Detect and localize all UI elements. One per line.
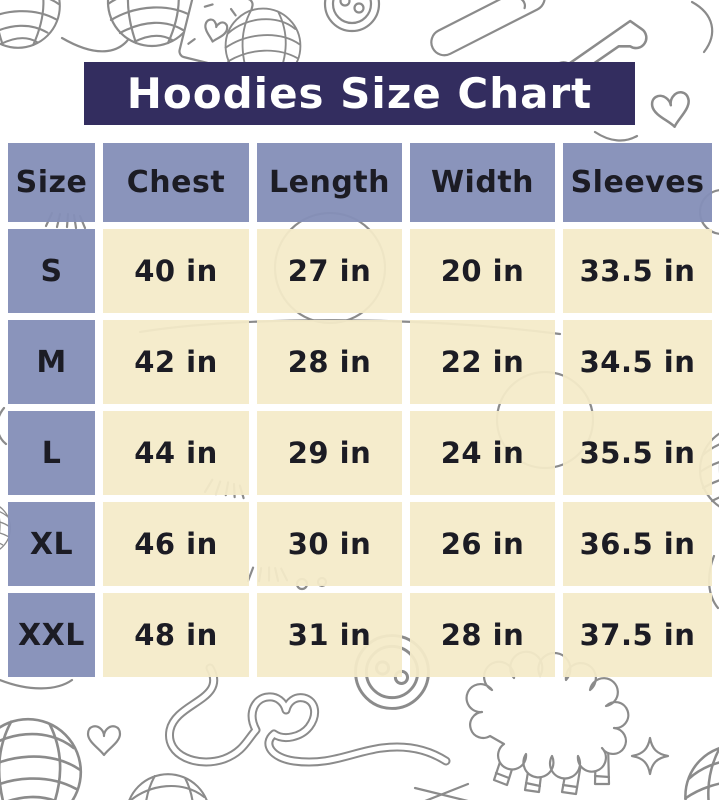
sparkle-icon bbox=[630, 736, 670, 776]
title-banner: Hoodies Size Chart bbox=[84, 62, 635, 125]
row-l-length-cell: 29 in bbox=[257, 411, 402, 495]
curve-doodle bbox=[690, 0, 714, 54]
heart-icon bbox=[649, 89, 694, 132]
row-xl-sleeves-cell: 36.5 in bbox=[563, 502, 712, 586]
row-xl-size-cell: XL bbox=[8, 502, 95, 586]
row-xxl-sleeves-cell: 37.5 in bbox=[563, 593, 712, 677]
row-xxl-width-cell: 28 in bbox=[410, 593, 555, 677]
crochet-hook-icon bbox=[425, 0, 551, 61]
needle-tip-doodle bbox=[0, 678, 74, 690]
column-header-chest: Chest bbox=[103, 143, 249, 222]
row-m-size-cell: M bbox=[8, 320, 95, 404]
row-m-chest-cell: 42 in bbox=[103, 320, 249, 404]
row-m-width-cell: 22 in bbox=[410, 320, 555, 404]
row-l-width-cell: 24 in bbox=[410, 411, 555, 495]
yarn-ball-icon bbox=[0, 717, 83, 800]
heart-icon bbox=[86, 725, 122, 757]
row-s-chest-cell: 40 in bbox=[103, 229, 249, 313]
column-header-size: Size bbox=[8, 143, 95, 222]
row-xxl-chest-cell: 48 in bbox=[103, 593, 249, 677]
sheep-icon bbox=[465, 650, 630, 796]
yarn-strand-heart-icon bbox=[165, 663, 451, 767]
row-s-size-cell: S bbox=[8, 229, 95, 313]
row-xl-length-cell: 30 in bbox=[257, 502, 402, 586]
column-header-sleeves: Sleeves bbox=[563, 143, 712, 222]
row-xl-chest-cell: 46 in bbox=[103, 502, 249, 586]
yarn-ball-icon bbox=[684, 744, 719, 800]
row-s-width-cell: 20 in bbox=[410, 229, 555, 313]
row-m-length-cell: 28 in bbox=[257, 320, 402, 404]
size-chart-table: Size Chest Length Width Sleeves S 40 in … bbox=[8, 143, 712, 677]
row-xl-width-cell: 26 in bbox=[410, 502, 555, 586]
yarn-ball-icon bbox=[0, 0, 61, 49]
row-s-sleeves-cell: 33.5 in bbox=[563, 229, 712, 313]
row-s-length-cell: 27 in bbox=[257, 229, 402, 313]
yarn-ball-icon bbox=[125, 773, 211, 800]
row-l-sleeves-cell: 35.5 in bbox=[563, 411, 712, 495]
row-l-size-cell: L bbox=[8, 411, 95, 495]
row-xxl-size-cell: XXL bbox=[8, 593, 95, 677]
column-header-width: Width bbox=[410, 143, 555, 222]
row-l-chest-cell: 44 in bbox=[103, 411, 249, 495]
column-header-length: Length bbox=[257, 143, 402, 222]
yarn-tail-icon bbox=[60, 32, 134, 53]
row-xxl-length-cell: 31 in bbox=[257, 593, 402, 677]
curve-doodle bbox=[593, 130, 639, 142]
row-m-sleeves-cell: 34.5 in bbox=[563, 320, 712, 404]
curve-doodle bbox=[0, 406, 8, 446]
page-title: Hoodies Size Chart bbox=[126, 68, 593, 118]
button-icon bbox=[323, 0, 381, 33]
